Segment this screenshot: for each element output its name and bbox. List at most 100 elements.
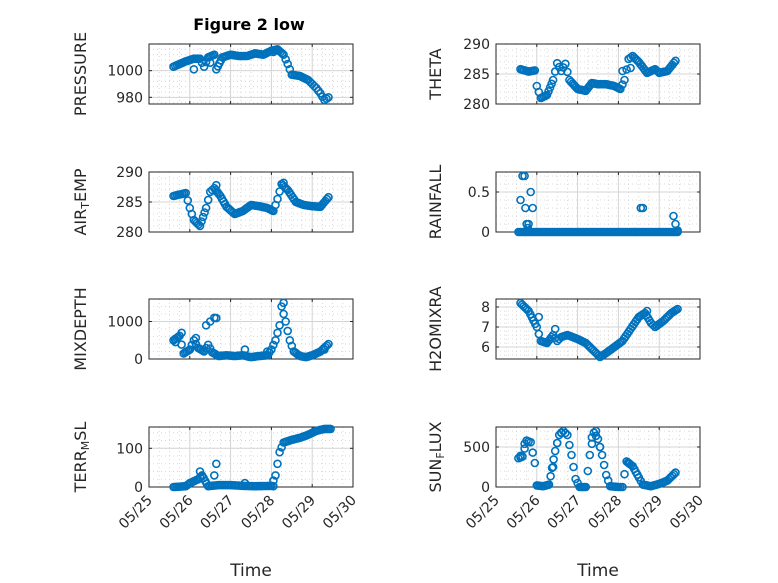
subplot-rainfall: 0 0.5 RAINFALL xyxy=(426,165,701,241)
data-point xyxy=(279,50,288,60)
data-point xyxy=(262,347,272,356)
data-point xyxy=(516,451,525,461)
data-point xyxy=(569,462,578,472)
data-point xyxy=(240,345,250,354)
data-point xyxy=(320,345,329,354)
data-point xyxy=(673,226,682,235)
data-point xyxy=(520,171,529,181)
y-axis-label-subscript: F xyxy=(434,452,447,458)
data-point xyxy=(203,195,213,205)
y-tick-label: 0 xyxy=(134,352,143,368)
data-point xyxy=(550,446,560,456)
data-point xyxy=(269,340,278,350)
y-tick-label: 6 xyxy=(481,340,490,356)
subplot-air_temp: 280 285 290 AIRTEMP xyxy=(71,165,354,241)
data-point xyxy=(279,178,288,188)
y-axis-label-main: MIXDEPTH xyxy=(71,287,90,370)
axes-box xyxy=(495,426,701,488)
data-point xyxy=(626,63,635,73)
data-point xyxy=(547,332,556,342)
data-point xyxy=(622,65,631,74)
data-point xyxy=(673,304,682,314)
y-axis-label: AIRTEMP xyxy=(71,168,92,235)
data-point xyxy=(283,59,293,69)
data-point xyxy=(279,298,288,308)
data-point xyxy=(275,320,284,330)
y-tick-label: 8 xyxy=(481,300,490,316)
y-axis-label: PRESSURE xyxy=(71,32,90,116)
data-point xyxy=(516,195,525,205)
data-point xyxy=(561,428,570,438)
data-point xyxy=(181,188,190,198)
data-point xyxy=(269,47,278,57)
data-point xyxy=(620,75,629,85)
y-tick-label: 100 xyxy=(116,441,143,457)
x-axis-label: Time xyxy=(576,561,619,581)
data-point xyxy=(585,450,595,460)
data-point xyxy=(565,440,574,450)
data-point xyxy=(544,480,554,489)
data-point xyxy=(322,194,332,204)
x-axis-label: Time xyxy=(229,561,272,581)
data-point xyxy=(595,442,605,452)
data-point xyxy=(326,424,335,434)
subplot-theta: 280 285 290 THETA xyxy=(426,37,701,113)
y-axis-label: MIXDEPTH xyxy=(71,287,90,370)
data-point xyxy=(528,448,538,457)
data-point xyxy=(273,194,282,204)
data-point xyxy=(526,187,536,197)
data-point xyxy=(281,317,291,326)
data-point xyxy=(177,328,186,338)
data-point xyxy=(197,217,206,226)
data-point xyxy=(550,324,560,334)
y-tick-label: 0 xyxy=(481,225,490,241)
data-point xyxy=(273,328,282,338)
data-point xyxy=(671,468,680,477)
y-tick-label: 1000 xyxy=(107,64,143,80)
y-axis-label-tail: SL xyxy=(71,422,90,441)
data-point xyxy=(548,462,558,472)
data-point xyxy=(520,444,529,453)
data-point xyxy=(283,326,293,336)
y-axis-label-main: TERR xyxy=(71,450,90,493)
y-tick-label: 280 xyxy=(116,225,143,241)
y-tick-label: 1000 xyxy=(107,315,143,331)
data-point xyxy=(642,306,652,316)
subplot-mixdepth: 0 1000 MIXDEPTH xyxy=(71,287,354,371)
data-point xyxy=(275,187,284,196)
data-point xyxy=(324,93,333,102)
y-tick-label: 290 xyxy=(116,165,143,181)
figure-title: Figure 2 low xyxy=(193,15,305,34)
y-axis-label: TERRMSL xyxy=(71,422,92,494)
data-point xyxy=(279,309,288,319)
axes-box xyxy=(148,43,354,105)
y-axis-label-subscript: T xyxy=(79,202,92,210)
data-point xyxy=(581,482,591,492)
data-point xyxy=(269,476,278,485)
y-axis-label-main: H2OMIXRA xyxy=(426,286,445,372)
data-point xyxy=(210,471,219,480)
data-point xyxy=(195,221,205,231)
data-point xyxy=(669,469,679,479)
data-point xyxy=(599,460,609,470)
y-tick-label: 0 xyxy=(481,480,490,496)
data-point xyxy=(267,345,276,354)
data-point xyxy=(200,208,209,217)
data-point xyxy=(324,192,333,202)
subplot-h2omixra: 6 7 8 H2OMIXRA xyxy=(426,286,701,372)
data-point xyxy=(281,54,291,64)
data-point xyxy=(587,433,597,442)
y-tick-label: 0.5 xyxy=(468,185,490,201)
data-point xyxy=(324,339,333,349)
data-point xyxy=(195,467,205,476)
data-point xyxy=(271,335,280,345)
data-point xyxy=(275,447,284,457)
data-point xyxy=(528,203,538,213)
y-axis-label: RAINFALL xyxy=(426,165,445,240)
y-tick-label: 290 xyxy=(463,37,490,53)
data-point xyxy=(591,426,601,436)
data-point xyxy=(207,185,217,195)
data-point xyxy=(271,471,280,480)
data-point xyxy=(191,333,201,343)
